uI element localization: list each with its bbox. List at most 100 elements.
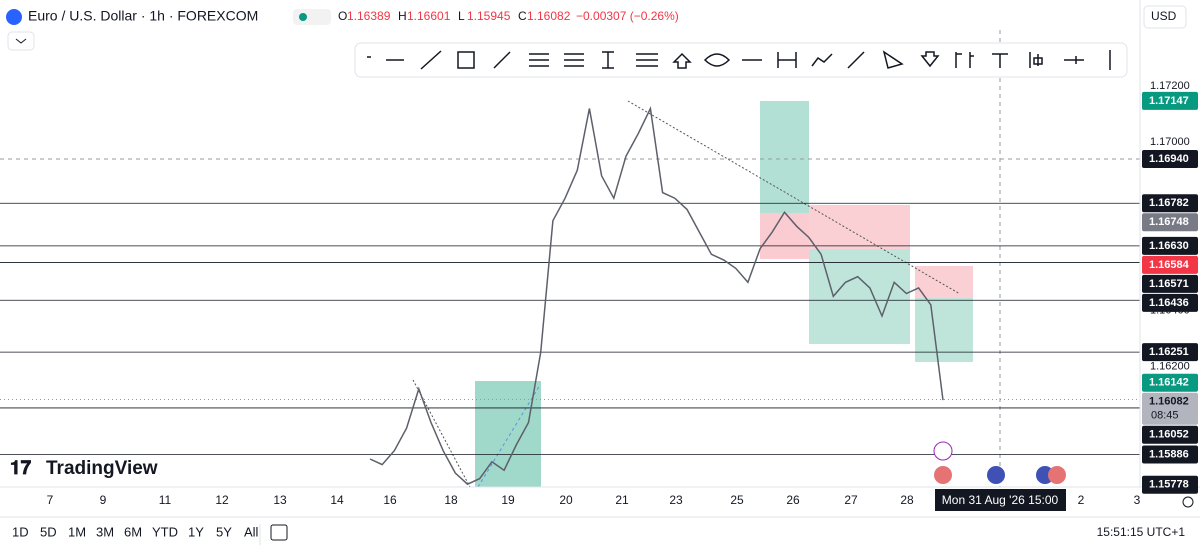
ohlc-key: H xyxy=(398,9,407,23)
y-tick-label: 1.16200 xyxy=(1150,360,1190,372)
ohlc-value: 1.16389 xyxy=(347,9,391,23)
currency: USD xyxy=(1151,9,1177,23)
drawing-tool[interactable] xyxy=(847,51,865,69)
price-tag-label: 1.16436 xyxy=(1149,297,1189,309)
drawing-tool[interactable] xyxy=(1064,56,1084,64)
y-tick-label: 1.17200 xyxy=(1150,80,1190,92)
price-tag-label: 1.16251 xyxy=(1149,346,1189,358)
x-tick-label: 26 xyxy=(786,493,800,507)
ohlc-value: 1.15945 xyxy=(467,9,511,23)
price-tag xyxy=(1142,425,1198,444)
brand: TradingView xyxy=(46,458,158,479)
price-tag xyxy=(1142,392,1198,425)
price-tag-label: 1.16630 xyxy=(1149,240,1189,252)
crosshair-date-box xyxy=(935,489,1066,511)
timeframe-button[interactable]: 3M xyxy=(96,524,114,539)
countdown: 08:45 xyxy=(1151,410,1179,422)
settings-icon[interactable] xyxy=(1182,496,1194,508)
ohlc: O 1.16389 H 1.16601 L 1.15945 C 1.16082 −0.00307… xyxy=(338,9,679,23)
ohlc-key: C xyxy=(518,9,527,23)
drawing-tool[interactable] xyxy=(602,51,614,69)
collapse-button[interactable] xyxy=(7,31,35,51)
long-position-profit xyxy=(760,101,809,213)
drawing-tool[interactable] xyxy=(920,51,940,68)
x-tick-label: 23 xyxy=(669,493,683,507)
plot xyxy=(0,105,1140,486)
chevron xyxy=(15,38,27,44)
x-tick-label: 3 xyxy=(1134,493,1141,507)
drawing-tool[interactable] xyxy=(529,53,549,67)
x-tick-label: 13 xyxy=(273,493,287,507)
drawing-tool[interactable] xyxy=(955,52,974,68)
event-icon[interactable] xyxy=(987,466,1005,484)
price-tag xyxy=(1142,91,1198,110)
drawing-tool[interactable] xyxy=(811,53,833,67)
status-dot xyxy=(299,13,307,21)
event-icon[interactable] xyxy=(933,441,953,461)
y-tick-label: 1.17000 xyxy=(1150,136,1190,148)
price-tag xyxy=(1142,343,1198,362)
price-tag-label: 1.16052 xyxy=(1149,429,1189,441)
ohlc-key: L xyxy=(458,9,465,23)
date-range-icon[interactable] xyxy=(270,524,288,541)
currency-button[interactable] xyxy=(1143,5,1187,29)
trend-line xyxy=(477,384,541,488)
timeframe-button[interactable]: 5D xyxy=(40,524,57,539)
price-tag-label: 1.16748 xyxy=(1149,216,1189,228)
indicator-toggle[interactable] xyxy=(293,9,331,25)
price-axis: 1.172001.170001.164001.162001.171471.169… xyxy=(1142,80,1198,494)
price-tag-label: 1.16571 xyxy=(1149,278,1189,290)
drawing-tool[interactable] xyxy=(420,50,442,70)
timeframe-button[interactable]: 5Y xyxy=(216,524,232,539)
price-tag-label: 1.16782 xyxy=(1149,197,1189,209)
ohlc-value: 1.16082 xyxy=(527,9,571,23)
x-tick-label: 14 xyxy=(330,493,344,507)
timeframe-button[interactable]: 1D xyxy=(12,524,29,539)
price-tag-label: 1.16584 xyxy=(1149,259,1190,271)
time-axis: 7 9 11 12 13 14 16 18 19 20 21 23 25 26 27 28 2 3 xyxy=(47,493,1141,507)
x-tick-label: 20 xyxy=(559,493,573,507)
event-icon[interactable] xyxy=(1048,466,1066,484)
drawing-tool[interactable] xyxy=(564,53,584,67)
drawing-tool[interactable] xyxy=(493,51,511,69)
toolbar-icons xyxy=(367,50,1111,70)
price-tag xyxy=(1142,194,1198,213)
drawing-tool[interactable] xyxy=(457,51,475,69)
price-tag-label: 1.16082 xyxy=(1149,396,1189,408)
short-position-stop xyxy=(809,205,910,249)
drawing-tool[interactable] xyxy=(777,52,797,68)
x-tick-label: 19 xyxy=(501,493,515,507)
timeframe-button[interactable]: 6M xyxy=(124,524,142,539)
clock: 15:51:15 UTC+1 xyxy=(1097,525,1186,539)
crosshair-date: Mon 31 Aug '26 15:00 xyxy=(942,493,1059,507)
price-tag-label: 1.15886 xyxy=(1149,448,1189,460)
price-tag xyxy=(1142,236,1198,255)
event-icon[interactable] xyxy=(934,466,952,484)
timeframe-button[interactable]: 1M xyxy=(68,524,86,539)
timeframe-button[interactable]: All xyxy=(244,524,259,539)
drawing-tool[interactable] xyxy=(636,53,658,67)
price-tag xyxy=(1142,274,1198,293)
x-tick-label: 11 xyxy=(159,493,172,507)
drawing-tool[interactable] xyxy=(992,53,1008,68)
drawing-tool[interactable] xyxy=(1029,52,1043,68)
timeframe-button[interactable]: YTD xyxy=(152,524,178,539)
symbol-icon xyxy=(6,9,22,25)
drawing-tool[interactable] xyxy=(882,50,904,69)
x-tick-label: 25 xyxy=(730,493,744,507)
price-tag xyxy=(1142,373,1198,392)
price-tag xyxy=(1142,445,1198,464)
trend-line xyxy=(627,100,961,295)
price-tag-label: 1.16940 xyxy=(1149,153,1189,165)
timeframe-button[interactable]: 1Y xyxy=(188,524,204,539)
drawing-tool[interactable] xyxy=(703,53,731,67)
x-tick-label: 9 xyxy=(100,493,107,507)
x-tick-label: 18 xyxy=(444,493,458,507)
x-tick-label: 21 xyxy=(615,493,629,507)
drawing-tool[interactable] xyxy=(672,52,692,69)
price-tag-label: 1.15778 xyxy=(1149,479,1189,491)
